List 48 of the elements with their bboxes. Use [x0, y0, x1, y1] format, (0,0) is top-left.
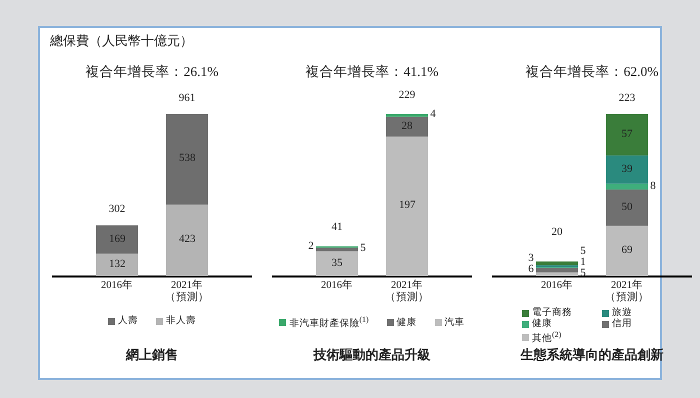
total-label: 223	[618, 92, 636, 105]
x-tick-label: 2016年	[320, 280, 354, 292]
legend-label: 汽車	[444, 318, 465, 328]
x-tick-label: 2021年（預測）	[384, 280, 430, 304]
data-label: 35	[330, 256, 344, 270]
x-tick-label: 2021年（預測）	[164, 280, 210, 304]
data-label: 423	[179, 233, 196, 246]
data-label: 132	[109, 258, 126, 270]
text: 生態系統導向的產品創新	[519, 348, 664, 364]
data-label: 5	[579, 245, 587, 258]
total-label: 41	[330, 220, 344, 234]
data-label: 28	[400, 120, 414, 132]
data-label: 169	[109, 232, 126, 246]
data-label: 197	[399, 199, 416, 212]
total-label: 20	[550, 226, 564, 239]
total-label: 961	[178, 92, 196, 105]
x-tick-label: 2016年	[100, 280, 134, 292]
data-label: 50	[620, 200, 634, 214]
text: 技術驅動的產品升級	[312, 348, 432, 364]
text: 網上銷售	[124, 348, 179, 364]
data-label: 6	[527, 263, 535, 276]
x-tick-label: 2021年（預測）	[604, 280, 650, 304]
legend-label: 旅遊	[612, 308, 632, 318]
data-label: 69	[620, 244, 634, 257]
data-label: 57	[620, 128, 634, 140]
data-label: 39	[620, 162, 634, 176]
legend-label: 健康	[532, 319, 552, 330]
legend-label: 信用	[612, 319, 632, 330]
legend-label: 電子商務	[532, 308, 572, 318]
legend-label: 非汽車財產保險$^{(1)}$	[289, 315, 369, 330]
y-axis-title: 總保費（人民幣十億元）	[50, 33, 193, 49]
legend-label: 人壽	[118, 316, 138, 326]
total-label: 229	[398, 89, 416, 102]
data-label: 5	[359, 242, 367, 256]
legend-label: 其他$^{(2)}$	[532, 330, 562, 344]
data-label: 4	[429, 108, 437, 122]
legend-label: 非人壽	[166, 316, 196, 326]
chart-subtitle: 複合年增長率：41.1%	[304, 64, 440, 80]
chart-subtitle: 複合年增長率：26.1%	[84, 64, 220, 80]
x-tick-label: 2016年	[540, 280, 574, 292]
data-label: 1	[579, 256, 587, 268]
data-label: 538	[179, 152, 196, 165]
total-label: 302	[108, 203, 126, 216]
chart-subtitle: 複合年增長率：62.0%	[524, 64, 660, 80]
legend-label: 健康	[396, 318, 417, 328]
data-label: 2	[307, 240, 315, 253]
data-label: 3	[527, 252, 535, 264]
data-label: 8	[649, 180, 657, 192]
